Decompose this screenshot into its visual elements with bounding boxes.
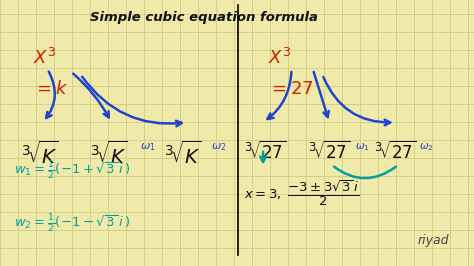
Text: $^3\!\sqrt{K}$: $^3\!\sqrt{K}$ <box>21 141 59 168</box>
Text: $^3\!\sqrt{27}$: $^3\!\sqrt{27}$ <box>244 141 286 163</box>
Text: $\omega_1$: $\omega_1$ <box>355 141 369 153</box>
Text: $\mathit{X}^3$: $\mathit{X}^3$ <box>33 48 56 68</box>
Text: riyad: riyad <box>417 234 448 247</box>
Text: $^3\!\sqrt{27}$: $^3\!\sqrt{27}$ <box>308 141 350 163</box>
Text: $\mathit{= 27}$: $\mathit{= 27}$ <box>268 80 313 98</box>
Text: $\mathit{X}^3$: $\mathit{X}^3$ <box>268 48 291 68</box>
Text: $\omega_2$: $\omega_2$ <box>211 141 227 153</box>
Text: $\mathit{= k}$: $\mathit{= k}$ <box>33 80 68 98</box>
Text: Simple cubic equation formula: Simple cubic equation formula <box>90 11 318 24</box>
Text: $\omega_2$: $\omega_2$ <box>419 141 434 153</box>
Text: $^3\!\sqrt{K}$: $^3\!\sqrt{K}$ <box>90 141 128 168</box>
Text: $w_2 = \frac{1}{2}(-1-\sqrt{3}\,i\,)$: $w_2 = \frac{1}{2}(-1-\sqrt{3}\,i\,)$ <box>14 213 130 235</box>
Text: $^3\!\sqrt{27}$: $^3\!\sqrt{27}$ <box>374 141 417 163</box>
Text: $\omega_1$: $\omega_1$ <box>140 141 155 153</box>
Text: $w_1 = \frac{1}{2}(-1+\sqrt{3}\,i\,)$: $w_1 = \frac{1}{2}(-1+\sqrt{3}\,i\,)$ <box>14 160 130 182</box>
Text: $x=3,\;\dfrac{-3\pm 3\sqrt{3}\,i}{2}$: $x=3,\;\dfrac{-3\pm 3\sqrt{3}\,i}{2}$ <box>244 178 360 208</box>
Text: $^3\!\sqrt{K}$: $^3\!\sqrt{K}$ <box>164 141 201 168</box>
